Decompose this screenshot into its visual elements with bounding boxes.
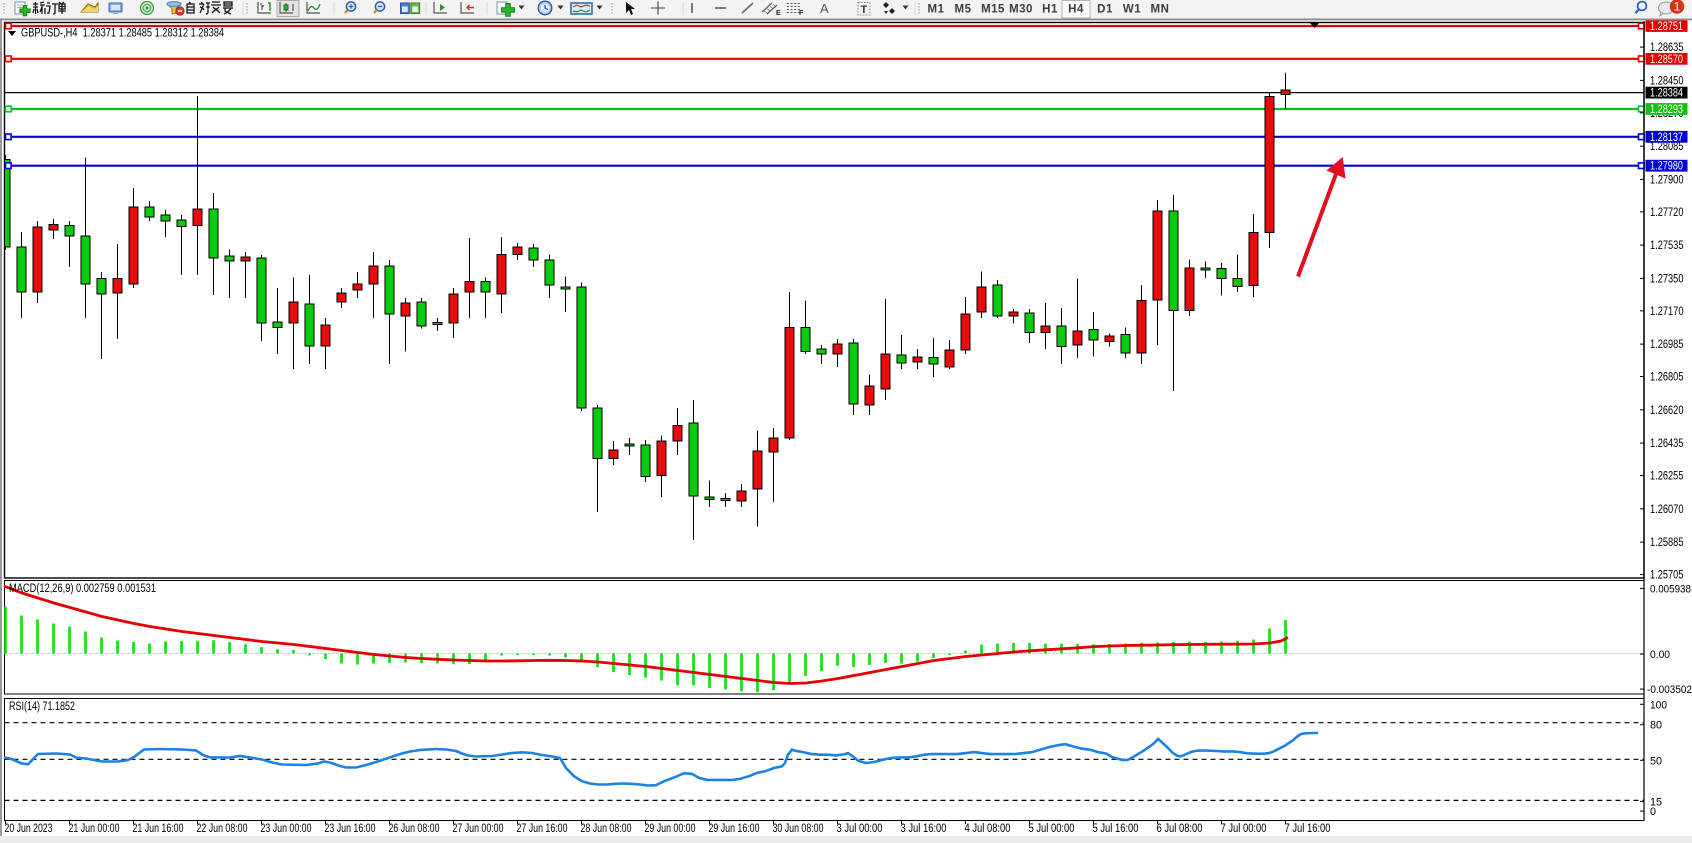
svg-text:1.26620: 1.26620 [1650,405,1684,417]
svg-text:MN: MN [1151,4,1170,16]
svg-text:3 Jul 00:00: 3 Jul 00:00 [837,823,883,835]
svg-text:1.28450: 1.28450 [1650,75,1684,87]
svg-text:28 Jun 08:00: 28 Jun 08:00 [581,823,632,835]
svg-text:30 Jun 08:00: 30 Jun 08:00 [773,823,824,835]
svg-text:1.26805: 1.26805 [1650,372,1684,384]
svg-text:1.27170: 1.27170 [1650,306,1684,318]
svg-text:29 Jun 16:00: 29 Jun 16:00 [709,823,760,835]
svg-text:80: 80 [1650,720,1662,732]
svg-text:1.28570: 1.28570 [1650,54,1683,66]
svg-text:H1: H1 [1042,4,1058,16]
svg-text:0.00: 0.00 [1650,649,1670,661]
svg-text:23 Jun 00:00: 23 Jun 00:00 [261,823,312,835]
svg-text:1.28137: 1.28137 [1650,132,1683,144]
svg-text:1.25705: 1.25705 [1650,570,1684,582]
svg-text:15: 15 [1650,796,1662,808]
svg-text:5 Jul 16:00: 5 Jul 16:00 [1093,823,1139,835]
svg-text:26 Jun 08:00: 26 Jun 08:00 [389,823,440,835]
svg-text:100: 100 [1650,699,1667,711]
svg-text:1.27980: 1.27980 [1650,161,1683,173]
svg-text:1.28384: 1.28384 [1650,88,1683,100]
svg-text:GBPUSD-,H4 1.28371 1.28485 1.: GBPUSD-,H4 1.28371 1.28485 1.28312 1.283… [21,28,224,40]
svg-text:29 Jun 00:00: 29 Jun 00:00 [645,823,696,835]
svg-text:1.26255: 1.26255 [1650,471,1684,483]
svg-text:1: 1 [1674,2,1680,14]
svg-text:M5: M5 [955,4,972,16]
svg-text:1.27900: 1.27900 [1650,174,1684,186]
svg-text:1.26070: 1.26070 [1650,504,1684,516]
svg-text:-0.003502: -0.003502 [1647,684,1692,696]
svg-text:M1: M1 [928,4,945,16]
svg-text:1.26435: 1.26435 [1650,438,1684,450]
svg-text:1.27720: 1.27720 [1650,207,1684,219]
svg-text:1.28293: 1.28293 [1650,104,1683,116]
svg-text:T: T [861,4,868,16]
svg-text:MACD(12,26,9) 0.002759 0.00153: MACD(12,26,9) 0.002759 0.001531 [9,583,156,595]
svg-text:20 Jun 2023: 20 Jun 2023 [5,823,53,835]
svg-text:7 Jul 16:00: 7 Jul 16:00 [1285,823,1331,835]
svg-text:RSI(14) 71.1852: RSI(14) 71.1852 [9,701,75,713]
svg-text:1.28635: 1.28635 [1650,42,1684,54]
svg-text:A: A [820,1,829,16]
svg-text:22 Jun 08:00: 22 Jun 08:00 [197,823,248,835]
svg-text:0: 0 [1650,806,1656,818]
svg-text:23 Jun 16:00: 23 Jun 16:00 [325,823,376,835]
svg-text:4 Jul 08:00: 4 Jul 08:00 [965,823,1011,835]
svg-text:5 Jul 00:00: 5 Jul 00:00 [1029,823,1075,835]
svg-text:21 Jun 00:00: 21 Jun 00:00 [69,823,120,835]
svg-text:E: E [776,10,781,17]
svg-text:1.26985: 1.26985 [1650,339,1684,351]
svg-text:W1: W1 [1123,4,1141,16]
svg-text:1.27350: 1.27350 [1650,273,1684,285]
svg-text:27 Jun 16:00: 27 Jun 16:00 [517,823,568,835]
svg-text:0.005938: 0.005938 [1650,583,1691,595]
svg-text:6 Jul 08:00: 6 Jul 08:00 [1157,823,1203,835]
svg-text:27 Jun 00:00: 27 Jun 00:00 [453,823,504,835]
svg-text:1.27535: 1.27535 [1650,240,1684,252]
svg-text:7 Jul 00:00: 7 Jul 00:00 [1221,823,1267,835]
svg-text:F: F [799,10,804,17]
svg-text:1.28751: 1.28751 [1650,21,1683,33]
svg-text:M15: M15 [981,4,1005,16]
svg-text:D1: D1 [1097,4,1113,16]
svg-text:M30: M30 [1009,4,1033,16]
svg-text:H4: H4 [1068,4,1084,16]
svg-text:1.25885: 1.25885 [1650,537,1684,549]
svg-text:21 Jun 16:00: 21 Jun 16:00 [133,823,184,835]
svg-text:50: 50 [1650,755,1662,767]
svg-text:1.28085: 1.28085 [1650,141,1684,153]
svg-text:3 Jul 16:00: 3 Jul 16:00 [901,823,947,835]
